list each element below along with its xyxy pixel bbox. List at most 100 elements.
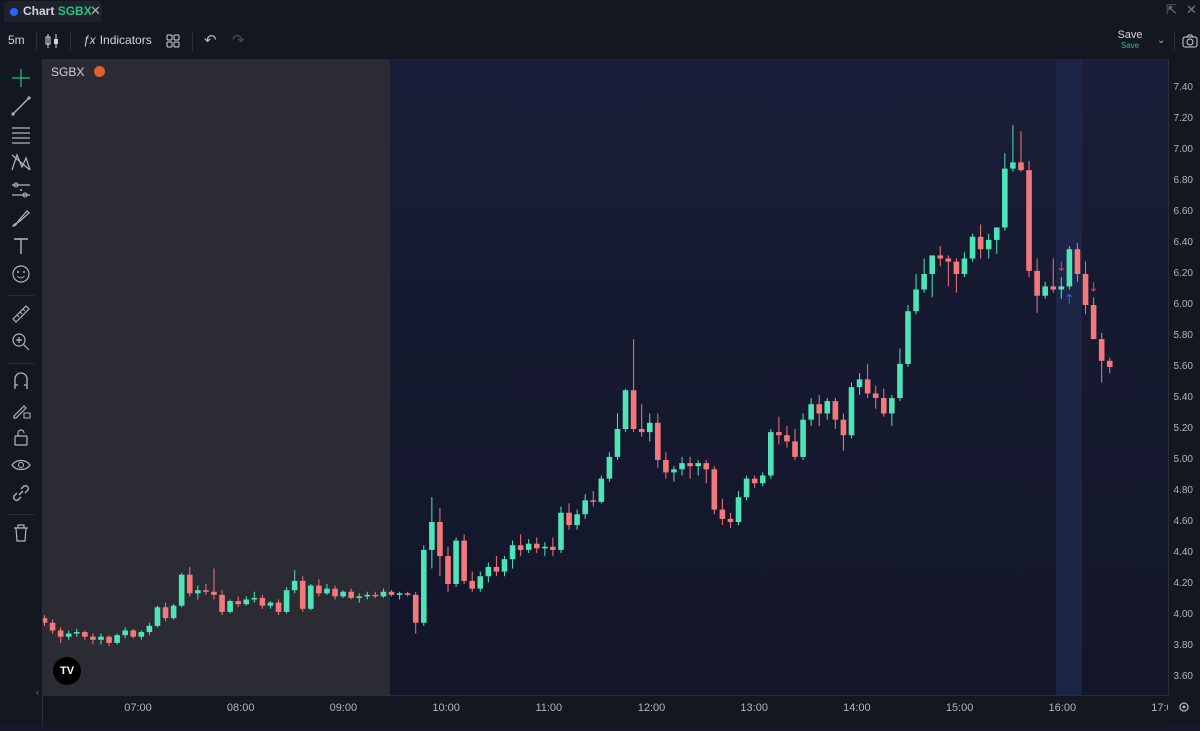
lock-drawing-icon[interactable] (9, 397, 33, 421)
candle (114, 633, 120, 645)
lock-icon[interactable] (9, 425, 33, 449)
candle-body (1058, 286, 1065, 290)
tab-bar: Chart SGBX ✕ ⇱ ✕ (0, 0, 1200, 22)
gear-icon[interactable] (1168, 695, 1200, 726)
candle-body (808, 404, 814, 420)
candle (477, 571, 484, 592)
premarket-session-background (43, 59, 390, 695)
candle-body (1026, 170, 1032, 271)
candle (614, 413, 621, 460)
ruler-icon[interactable] (9, 302, 33, 326)
pattern-icon[interactable] (9, 150, 33, 174)
candle (937, 246, 944, 267)
candle (905, 305, 911, 367)
zoom-in-icon[interactable] (9, 330, 33, 354)
brush-icon[interactable] (9, 206, 33, 230)
chart-pane[interactable]: ↓ ↓ ↑ SGBX TV (43, 59, 1168, 695)
trend-line-icon[interactable] (9, 94, 33, 118)
candle-body (582, 500, 588, 515)
trash-icon[interactable] (9, 521, 33, 545)
tab-symbol: SGBX (57, 4, 92, 18)
candle (501, 556, 508, 577)
candle (65, 630, 72, 640)
candle (356, 593, 363, 603)
candle (1090, 297, 1097, 340)
crosshair-icon[interactable] (9, 66, 33, 90)
candle (711, 466, 718, 515)
eye-icon[interactable] (9, 453, 33, 477)
toolbar-divider (1174, 31, 1175, 51)
save-button[interactable]: Save Save (1112, 30, 1148, 51)
candle-body (211, 591, 217, 595)
redo-icon[interactable]: ↷ (232, 32, 245, 49)
candle-body (43, 618, 48, 623)
tradingview-logo[interactable]: TV (53, 657, 81, 685)
indicators-button[interactable]: ƒx Indicators (83, 22, 152, 59)
candle (1082, 261, 1089, 315)
candle-body (170, 605, 177, 619)
time-tick: 15:00 (945, 702, 974, 714)
candle (719, 498, 726, 526)
popout-icon[interactable]: ⇱ (1166, 2, 1177, 17)
candle-body (856, 379, 863, 388)
candle-body (412, 594, 419, 623)
candle-type-icon[interactable] (45, 22, 59, 59)
candle-body (380, 591, 387, 597)
candle (751, 475, 758, 488)
candle (542, 542, 548, 557)
candle-body (65, 633, 72, 637)
candle-body (243, 599, 250, 605)
price-tick: 7.40 (1173, 82, 1193, 93)
candle-body (364, 594, 371, 597)
time-axis[interactable]: 07:00 08:00 09:00 10:00 11:00 12:00 13:00 14:00… (43, 695, 1179, 727)
candle (929, 255, 935, 298)
candle (574, 509, 580, 530)
candle (299, 576, 306, 612)
candle-body (824, 401, 831, 414)
candle-body (969, 236, 976, 259)
close-window-icon[interactable]: ✕ (1186, 2, 1197, 17)
candle (251, 591, 258, 603)
candle (897, 348, 903, 402)
candle-body (251, 597, 258, 600)
chevron-down-icon[interactable]: ⌄ (1157, 35, 1166, 46)
camera-icon[interactable] (1182, 22, 1198, 59)
candle (961, 252, 968, 278)
price-tick: 4.00 (1173, 609, 1193, 620)
fib-lines-icon[interactable] (9, 122, 33, 146)
candle-body (542, 546, 548, 549)
emoji-icon[interactable] (9, 262, 33, 286)
price-axis[interactable]: 7.40 7.20 7.00 6.80 6.60 6.40 6.20 6.00 5.80 5.60… (1168, 59, 1200, 695)
price-tick: 3.80 (1173, 640, 1193, 651)
candle (679, 456, 685, 476)
candle (832, 398, 839, 429)
tab-chart[interactable]: Chart SGBX ✕ (4, 1, 102, 22)
link-icon[interactable] (9, 481, 33, 505)
candle (703, 460, 710, 484)
candle (872, 385, 879, 409)
time-tick: 16:00 (1048, 702, 1077, 714)
text-icon[interactable] (9, 234, 33, 258)
close-icon[interactable]: ✕ (90, 3, 101, 18)
candle (485, 562, 492, 583)
candle (203, 584, 209, 595)
candle (162, 602, 169, 622)
collapse-toolbar-icon[interactable]: ‹ (36, 687, 39, 697)
price-tick: 5.60 (1173, 361, 1193, 372)
candle (735, 491, 742, 526)
candle (493, 556, 500, 577)
undo-icon[interactable]: ↶ (204, 32, 217, 49)
candle-body (864, 379, 871, 394)
candle (291, 570, 298, 594)
interval-selector[interactable]: 5m (8, 33, 25, 47)
candle-body (396, 593, 403, 595)
forecast-icon[interactable] (9, 178, 33, 202)
candle-body (1066, 249, 1073, 287)
price-tick: 5.80 (1173, 330, 1193, 341)
magnet-icon[interactable] (9, 369, 33, 393)
candle (1018, 131, 1024, 172)
candle (993, 227, 1000, 254)
layout-grid-icon[interactable] (166, 22, 180, 59)
candle (727, 512, 734, 529)
candle-body (227, 601, 233, 612)
